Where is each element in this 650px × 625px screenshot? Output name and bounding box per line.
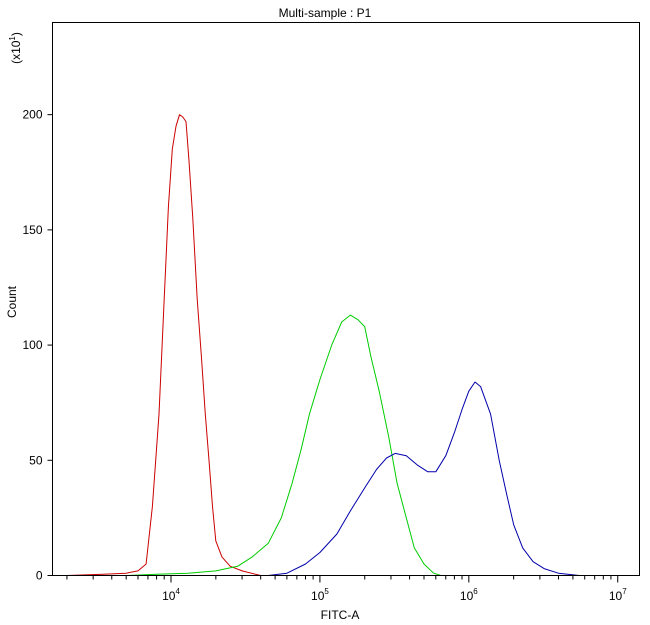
y-tick-label: 100 — [22, 338, 42, 352]
chart-title: Multi-sample : P1 — [279, 6, 372, 20]
series-group — [66, 114, 580, 576]
x-axis-label: FITC-A — [321, 608, 360, 622]
y-multiplier-label: (x101) — [8, 32, 23, 64]
x-tick-label: 105 — [311, 587, 329, 603]
y-tick-label: 0 — [36, 569, 43, 583]
x-axis-ticks: 104 105 106 107 — [66, 575, 627, 603]
x-tick-label: 107 — [609, 587, 627, 603]
x-tick-label: 106 — [460, 587, 478, 603]
y-axis-ticks: 0 50 100 150 200 — [22, 108, 53, 583]
series-line-1 — [66, 114, 261, 576]
series-line-3 — [268, 381, 580, 576]
y-axis-label: Count — [5, 285, 19, 318]
y-tick-label: 200 — [22, 108, 42, 122]
plot-frame — [52, 22, 640, 576]
y-tick-label: 50 — [29, 453, 43, 467]
x-tick-label: 104 — [162, 587, 180, 603]
y-tick-label: 150 — [22, 223, 42, 237]
series-line-2 — [126, 314, 442, 576]
